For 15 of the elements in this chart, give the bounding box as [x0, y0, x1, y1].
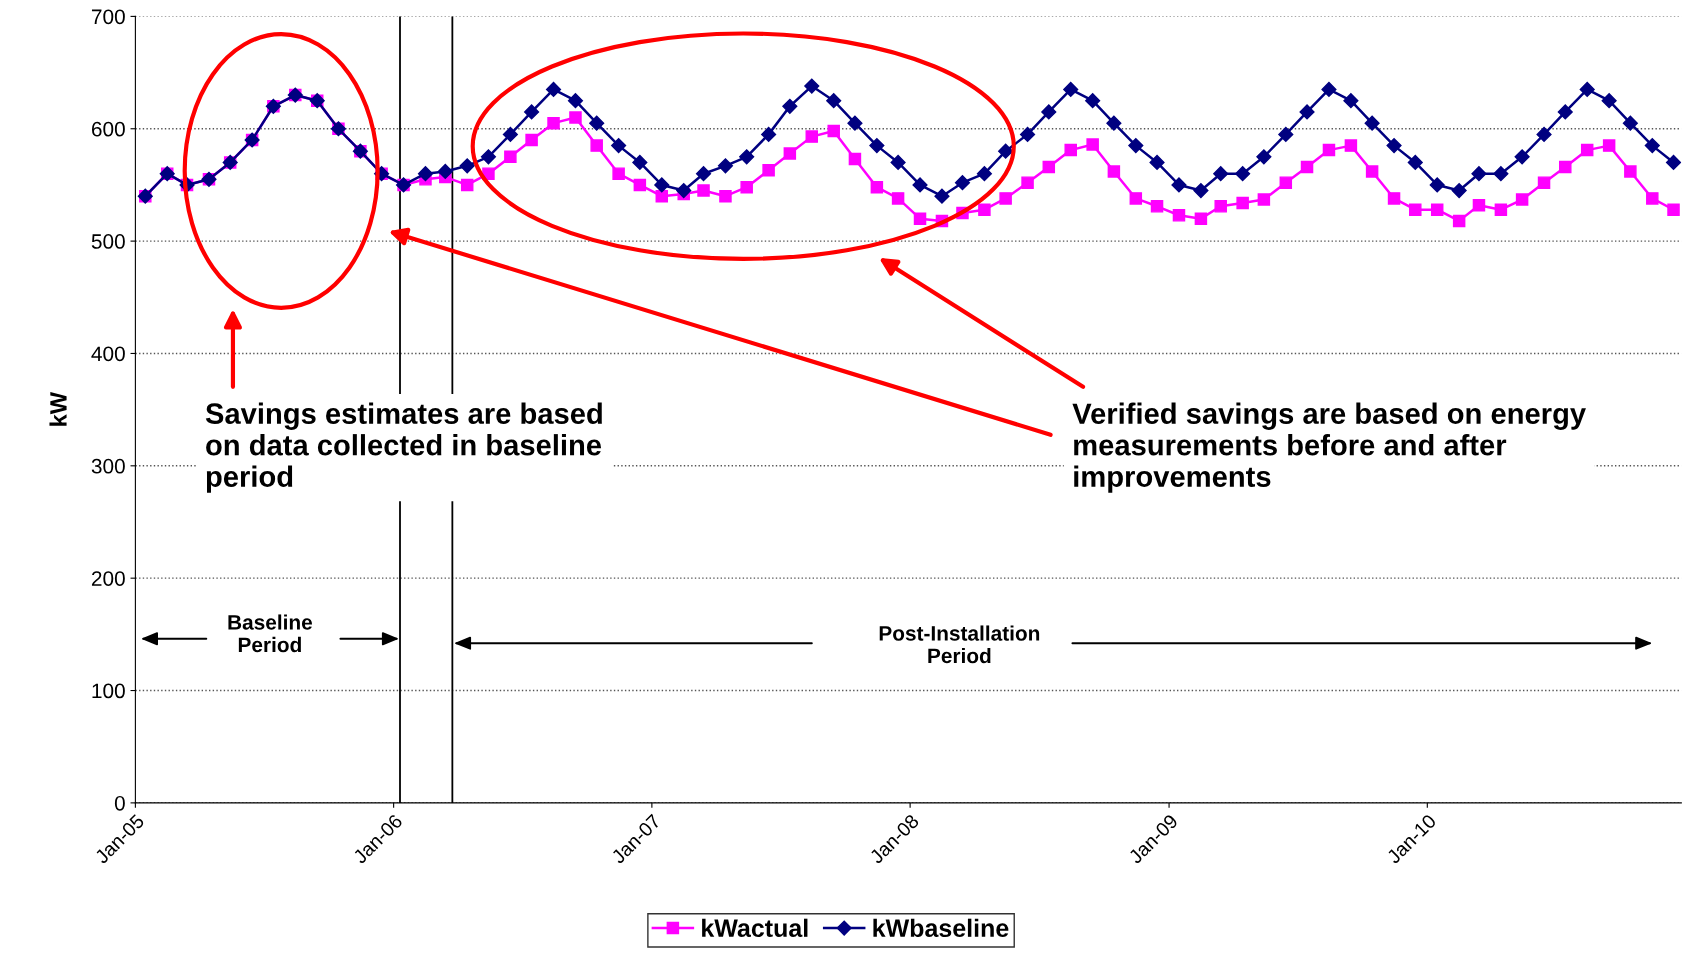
- legend-label: kWbaseline: [873, 918, 1009, 938]
- y-tick-label: 700: [91, 9, 125, 25]
- annotation: Baseline Period: [228, 614, 313, 653]
- y-tick-label: 300: [91, 458, 125, 474]
- y-tick-label: 500: [91, 234, 125, 249]
- y-axis-title: kW: [49, 391, 67, 426]
- annotation: Verified savings are based on energy measurements before and after improvements: [1072, 402, 1586, 493]
- y-tick-label: 200: [91, 571, 125, 586]
- y-tick-label: 0: [114, 795, 125, 811]
- y-tick-label: 100: [92, 683, 125, 699]
- y-tick-label: 400: [91, 346, 125, 362]
- annotation: Post-Installation Period: [879, 625, 1040, 664]
- annotation: Savings estimates are based on data collected in baseline period: [205, 402, 602, 493]
- y-tick-label: 600: [91, 121, 125, 137]
- legend-label: kWactual: [702, 918, 808, 938]
